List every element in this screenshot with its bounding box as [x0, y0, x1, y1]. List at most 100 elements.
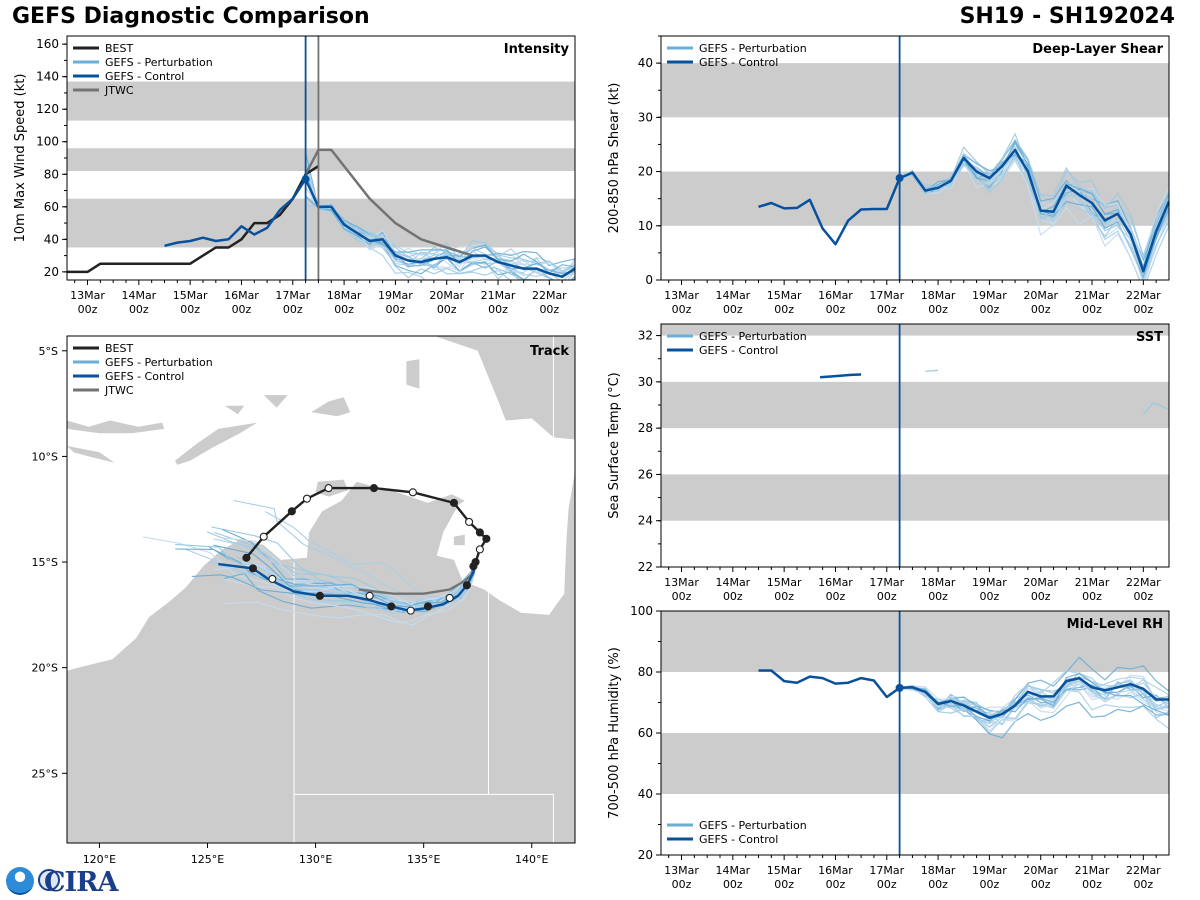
- noaa-logo-icon: [6, 867, 34, 895]
- panel-title: Deep-Layer Shear: [1032, 42, 1163, 57]
- lon-tick-label: 140°E: [515, 853, 548, 866]
- x-tick-label-date: 16Mar: [818, 864, 853, 877]
- y-tick-label: 40: [44, 232, 59, 246]
- x-tick-label-date: 20Mar: [429, 289, 464, 302]
- y-tick-label: 140: [36, 70, 59, 84]
- series-line-gefs-control: [820, 373, 862, 379]
- y-tick-label: 26: [638, 467, 653, 481]
- x-tick-label-date: 18Mar: [921, 289, 956, 302]
- forecast-track-marker: [423, 602, 433, 611]
- legend-label: GEFS - Perturbation: [699, 819, 807, 832]
- x-tick-label-date: 20Mar: [1023, 289, 1058, 302]
- x-tick-label-date: 21Mar: [1075, 576, 1110, 589]
- x-tick-label-date: 15Mar: [767, 864, 802, 877]
- y-tick-label: 10: [638, 219, 653, 233]
- x-tick-label-date: 22Mar: [532, 289, 567, 302]
- lat-tick-label: 10°S: [32, 450, 58, 463]
- x-tick-label-hour: 00z: [78, 303, 98, 316]
- x-tick-label-date: 17Mar: [869, 576, 904, 589]
- y-tick-label: 40: [638, 56, 653, 70]
- series-line-gefs-perturbation-a: [925, 369, 939, 373]
- best-track-marker: [302, 494, 311, 503]
- x-tick-label-date: 22Mar: [1126, 864, 1161, 877]
- map-area: [67, 336, 575, 843]
- x-tick-label-hour: 00z: [774, 590, 794, 603]
- x-tick-label-date: 14Mar: [715, 864, 750, 877]
- x-tick-label-hour: 00z: [928, 303, 948, 316]
- x-tick-label-hour: 00z: [283, 303, 303, 316]
- island-small-b: [224, 405, 245, 415]
- perturbation-line: [305, 162, 426, 280]
- plot-area: [661, 36, 1169, 280]
- legend-label: JTWC: [104, 384, 134, 397]
- x-tick-label-date: 21Mar: [481, 289, 516, 302]
- x-tick-label-hour: 00z: [672, 590, 692, 603]
- lon-tick-label: 135°E: [407, 853, 440, 866]
- legend-label: GEFS - Control: [105, 70, 184, 83]
- y-tick-label: 80: [638, 665, 653, 679]
- y-tick-label: 30: [638, 110, 653, 124]
- x-tick-label-hour: 00z: [980, 878, 1000, 891]
- aru-islands-land: [406, 359, 420, 389]
- series-line-jtwc: [304, 148, 473, 257]
- panel-title: Intensity: [504, 42, 570, 57]
- best-track-marker: [259, 532, 268, 541]
- x-tick-label-hour: 00z: [980, 590, 1000, 603]
- x-tick-label-date: 19Mar: [972, 864, 1007, 877]
- panel-rh: 2040608010013Mar00z14Mar00z15Mar00z16Mar…: [607, 604, 1170, 891]
- legend-label: GEFS - Perturbation: [105, 356, 213, 369]
- sumba-land: [67, 445, 115, 463]
- x-tick-label-hour: 00z: [180, 303, 200, 316]
- series-line-best: [67, 165, 320, 274]
- legend-label: JTWC: [104, 84, 134, 97]
- best-track-marker: [475, 528, 484, 537]
- flores-land: [67, 420, 165, 434]
- shaded-band: [661, 733, 1169, 794]
- best-track-marker: [369, 484, 379, 493]
- init-point: [895, 683, 904, 692]
- x-tick-label-hour: 00z: [1133, 590, 1153, 603]
- y-tick-label: 30: [638, 375, 653, 389]
- plot-area: [661, 611, 1169, 855]
- x-tick-label-hour: 00z: [129, 303, 149, 316]
- x-tick-label-date: 17Mar: [869, 864, 904, 877]
- y-axis-label: 10m Max Wind Speed (kt): [13, 74, 28, 243]
- y-tick-label: 60: [638, 726, 653, 740]
- shaded-band: [661, 324, 1169, 336]
- x-tick-label-date: 21Mar: [1075, 864, 1110, 877]
- forecast-track-marker: [248, 564, 257, 573]
- x-tick-label-date: 15Mar: [767, 289, 802, 302]
- x-tick-label-hour: 00z: [877, 590, 897, 603]
- x-tick-label-hour: 00z: [1082, 303, 1102, 316]
- series-line-gefs-control: [758, 669, 1169, 720]
- best-track-marker: [287, 507, 296, 516]
- x-tick-label-hour: 00z: [1031, 590, 1051, 603]
- perturbation-line: [305, 178, 530, 280]
- x-tick-label-hour: 00z: [877, 303, 897, 316]
- x-tick-label-hour: 00z: [1082, 878, 1102, 891]
- series-line-gefs-control: [164, 177, 575, 278]
- x-tick-label-date: 15Mar: [767, 576, 802, 589]
- panel-title: Mid-Level RH: [1067, 617, 1163, 632]
- perturbation-line: [899, 157, 1169, 280]
- y-tick-label: 120: [36, 102, 59, 116]
- x-tick-label-date: 14Mar: [715, 289, 750, 302]
- x-tick-label-date: 15Mar: [173, 289, 208, 302]
- timor-land: [175, 422, 258, 465]
- x-tick-label-hour: 00z: [980, 303, 1000, 316]
- groote-island-land: [453, 534, 465, 546]
- x-tick-label-hour: 00z: [928, 878, 948, 891]
- x-tick-label-hour: 00z: [774, 303, 794, 316]
- x-tick-label-hour: 00z: [826, 590, 846, 603]
- y-tick-label: 20: [638, 848, 653, 862]
- x-tick-label-date: 13Mar: [664, 864, 699, 877]
- perturbation-line: [899, 671, 1169, 716]
- australia-land: [67, 471, 575, 843]
- legend-label: GEFS - Perturbation: [699, 330, 807, 343]
- forecast-track-marker: [268, 574, 277, 583]
- perturbation-track: [224, 561, 477, 623]
- x-tick-label-hour: 00z: [386, 303, 406, 316]
